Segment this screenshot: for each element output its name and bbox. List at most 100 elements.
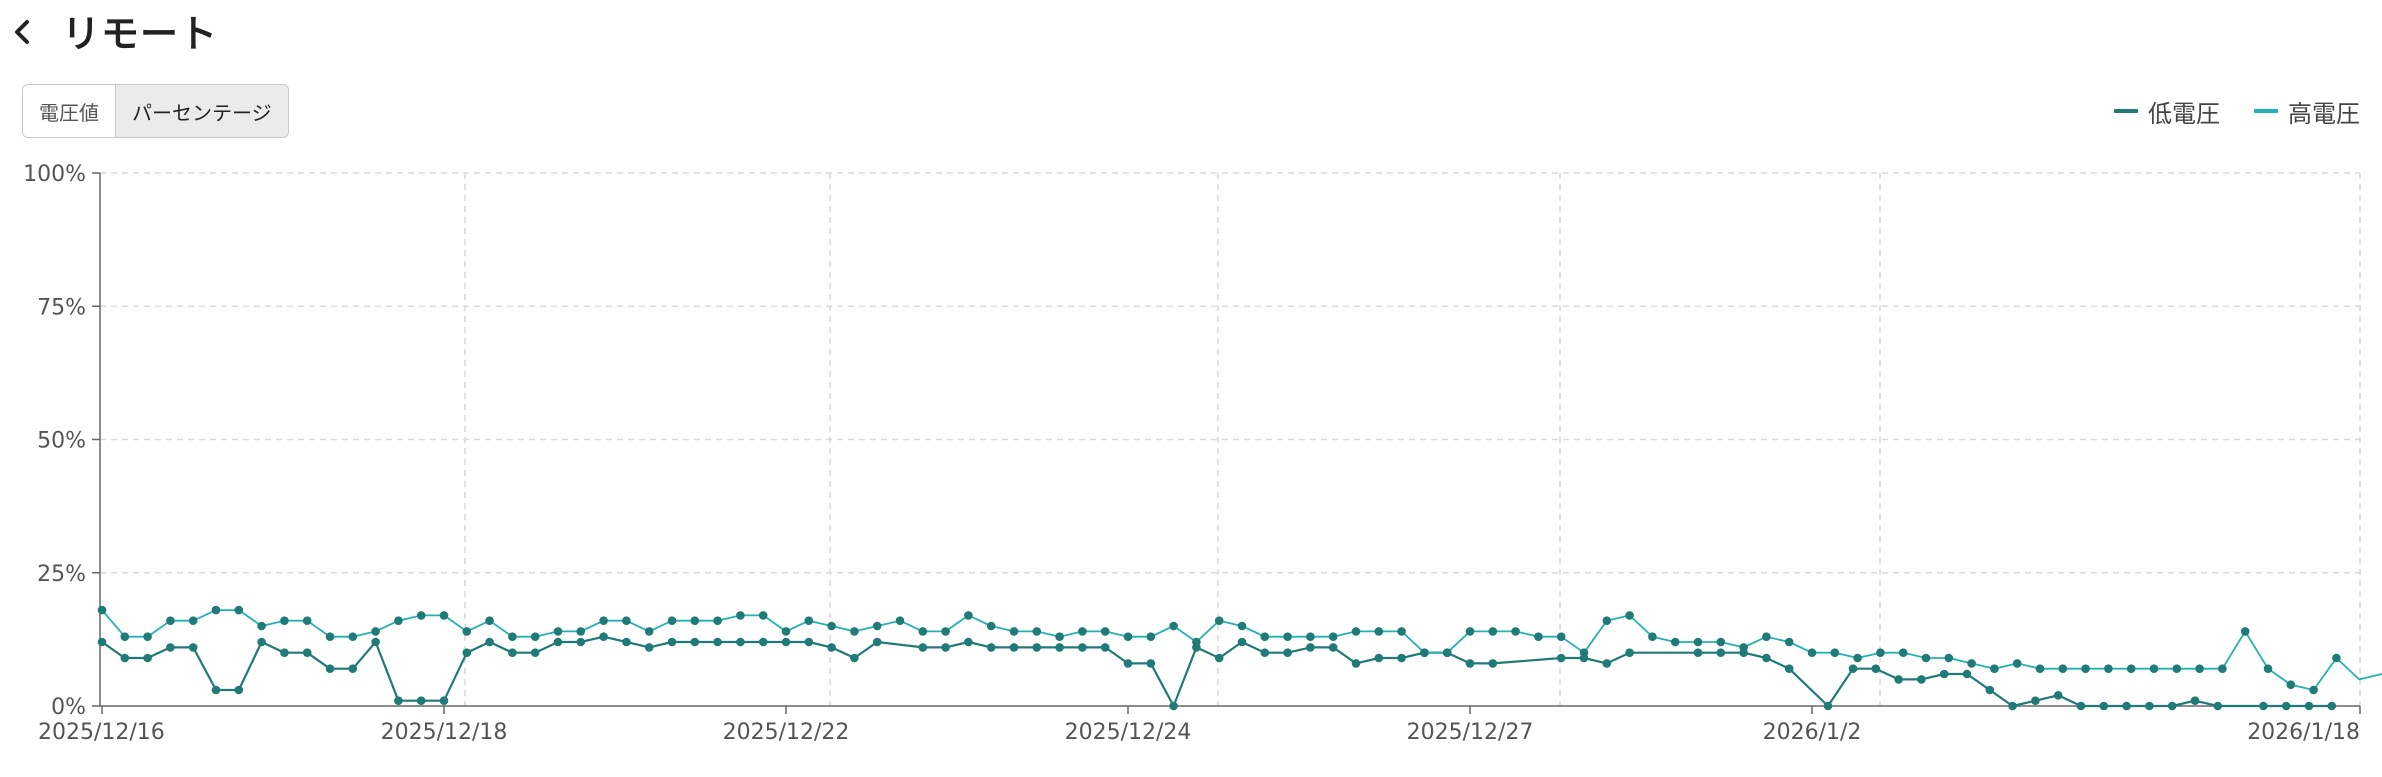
y-tick-label: 25% — [37, 562, 86, 587]
high-voltage-point — [986, 621, 996, 631]
high-voltage-point — [667, 616, 677, 625]
high-voltage-point — [1670, 637, 1680, 647]
high-voltage-point — [234, 605, 244, 615]
high-voltage-point — [850, 627, 859, 636]
high-voltage-point — [1260, 632, 1270, 641]
chevron-left-icon — [15, 20, 29, 44]
header: リモート — [0, 0, 2382, 70]
low-voltage-point — [530, 648, 540, 657]
low-voltage-point — [1784, 664, 1794, 673]
high-voltage-point — [1830, 648, 1840, 657]
high-voltage-point — [1625, 611, 1634, 620]
low-voltage-point — [1009, 643, 1019, 652]
low-voltage-point — [2281, 701, 2291, 711]
high-voltage-point — [1397, 627, 1406, 636]
low-voltage-point — [781, 637, 791, 647]
low-voltage-point — [1237, 637, 1247, 647]
low-voltage-point — [1823, 701, 1833, 711]
high-voltage-point — [2012, 659, 2022, 668]
low-voltage-point — [1032, 643, 1042, 652]
low-voltage-point — [234, 685, 244, 695]
high-voltage-point — [439, 611, 449, 620]
high-voltage-point — [804, 616, 814, 625]
low-voltage-point — [1917, 675, 1926, 684]
low-voltage-point — [827, 643, 836, 652]
low-voltage-point — [2213, 701, 2223, 711]
high-voltage-point — [690, 616, 700, 625]
low-voltage-point — [143, 653, 152, 663]
high-voltage-point — [1534, 632, 1543, 641]
high-voltage-point — [302, 616, 312, 625]
high-voltage-point — [2195, 664, 2204, 673]
back-button[interactable] — [6, 14, 40, 50]
high-voltage-point — [1351, 627, 1361, 636]
low-voltage-point — [1602, 659, 1612, 668]
low-voltage-point — [97, 637, 107, 647]
page-title: リモート — [62, 12, 219, 56]
y-tick-label: 0% — [51, 695, 86, 720]
percentage-button[interactable]: パーセンテージ — [115, 85, 288, 137]
legend-swatch-low-voltage — [2114, 109, 2138, 113]
low-voltage-point — [713, 637, 722, 647]
low-voltage-point — [758, 637, 768, 647]
low-voltage-point — [1351, 659, 1361, 668]
low-voltage-point — [302, 648, 312, 657]
high-voltage-point — [781, 627, 791, 636]
high-voltage-point — [2218, 664, 2227, 673]
legend-label-low-voltage: 低電圧 — [2148, 99, 2220, 128]
low-voltage-point — [1306, 643, 1315, 652]
low-voltage-point — [508, 648, 517, 657]
low-voltage-point — [1762, 653, 1771, 663]
x-tick-label: 2025/12/18 — [381, 720, 508, 745]
low-voltage-point — [416, 696, 426, 705]
low-voltage-point — [211, 685, 221, 695]
low-voltage-point — [439, 696, 449, 705]
low-voltage-point — [325, 664, 335, 673]
legend-item-low-voltage[interactable]: 低電圧 — [2114, 94, 2220, 129]
high-voltage-point — [1898, 648, 1908, 657]
high-voltage-point — [1762, 632, 1771, 641]
low-voltage-point — [986, 643, 996, 652]
high-voltage-point — [895, 616, 905, 625]
high-voltage-point — [1009, 627, 1019, 636]
high-voltage-point — [280, 616, 289, 625]
high-voltage-point — [1078, 627, 1087, 636]
low-voltage-point — [872, 637, 882, 647]
low-voltage-point — [120, 653, 130, 663]
high-voltage-point — [2126, 664, 2136, 673]
x-tick-label: 2025/12/27 — [1407, 720, 1534, 745]
high-voltage-point — [644, 627, 654, 636]
high-voltage-point — [2332, 653, 2341, 663]
high-voltage-point — [1192, 637, 1201, 647]
low-voltage-point — [2008, 701, 2017, 711]
high-voltage-point — [1123, 632, 1133, 641]
high-voltage-point — [1876, 648, 1885, 657]
low-voltage-point — [2304, 701, 2314, 711]
low-voltage-point — [850, 653, 859, 663]
low-voltage-point — [1962, 669, 1972, 679]
voltage-value-button[interactable]: 電圧値 — [23, 85, 115, 137]
high-voltage-point — [1967, 659, 1976, 668]
low-voltage-point — [1693, 648, 1703, 657]
low-voltage-point — [2259, 701, 2268, 711]
low-voltage-point — [394, 696, 403, 705]
high-voltage-point — [2172, 664, 2182, 673]
high-voltage-point — [2263, 664, 2273, 673]
chart-legend: 低電圧 高電圧 — [2114, 92, 2360, 130]
low-voltage-point — [2190, 696, 2200, 705]
legend-item-high-voltage[interactable]: 高電圧 — [2254, 94, 2360, 129]
low-voltage-point — [576, 637, 586, 647]
high-voltage-point — [2035, 664, 2045, 673]
x-tick-label: 2025/12/24 — [1065, 720, 1192, 745]
high-voltage-point — [2286, 680, 2296, 689]
x-tick-label: 2026/1/18 — [2247, 720, 2360, 745]
low-voltage-point — [1894, 675, 1903, 684]
low-voltage-point — [1100, 643, 1110, 652]
high-voltage-point — [1420, 648, 1429, 657]
low-voltage-point — [485, 637, 494, 647]
low-voltage-point — [2327, 701, 2337, 711]
high-voltage-point — [97, 605, 107, 615]
high-voltage-point — [211, 605, 221, 615]
high-voltage-point — [1990, 664, 1999, 673]
